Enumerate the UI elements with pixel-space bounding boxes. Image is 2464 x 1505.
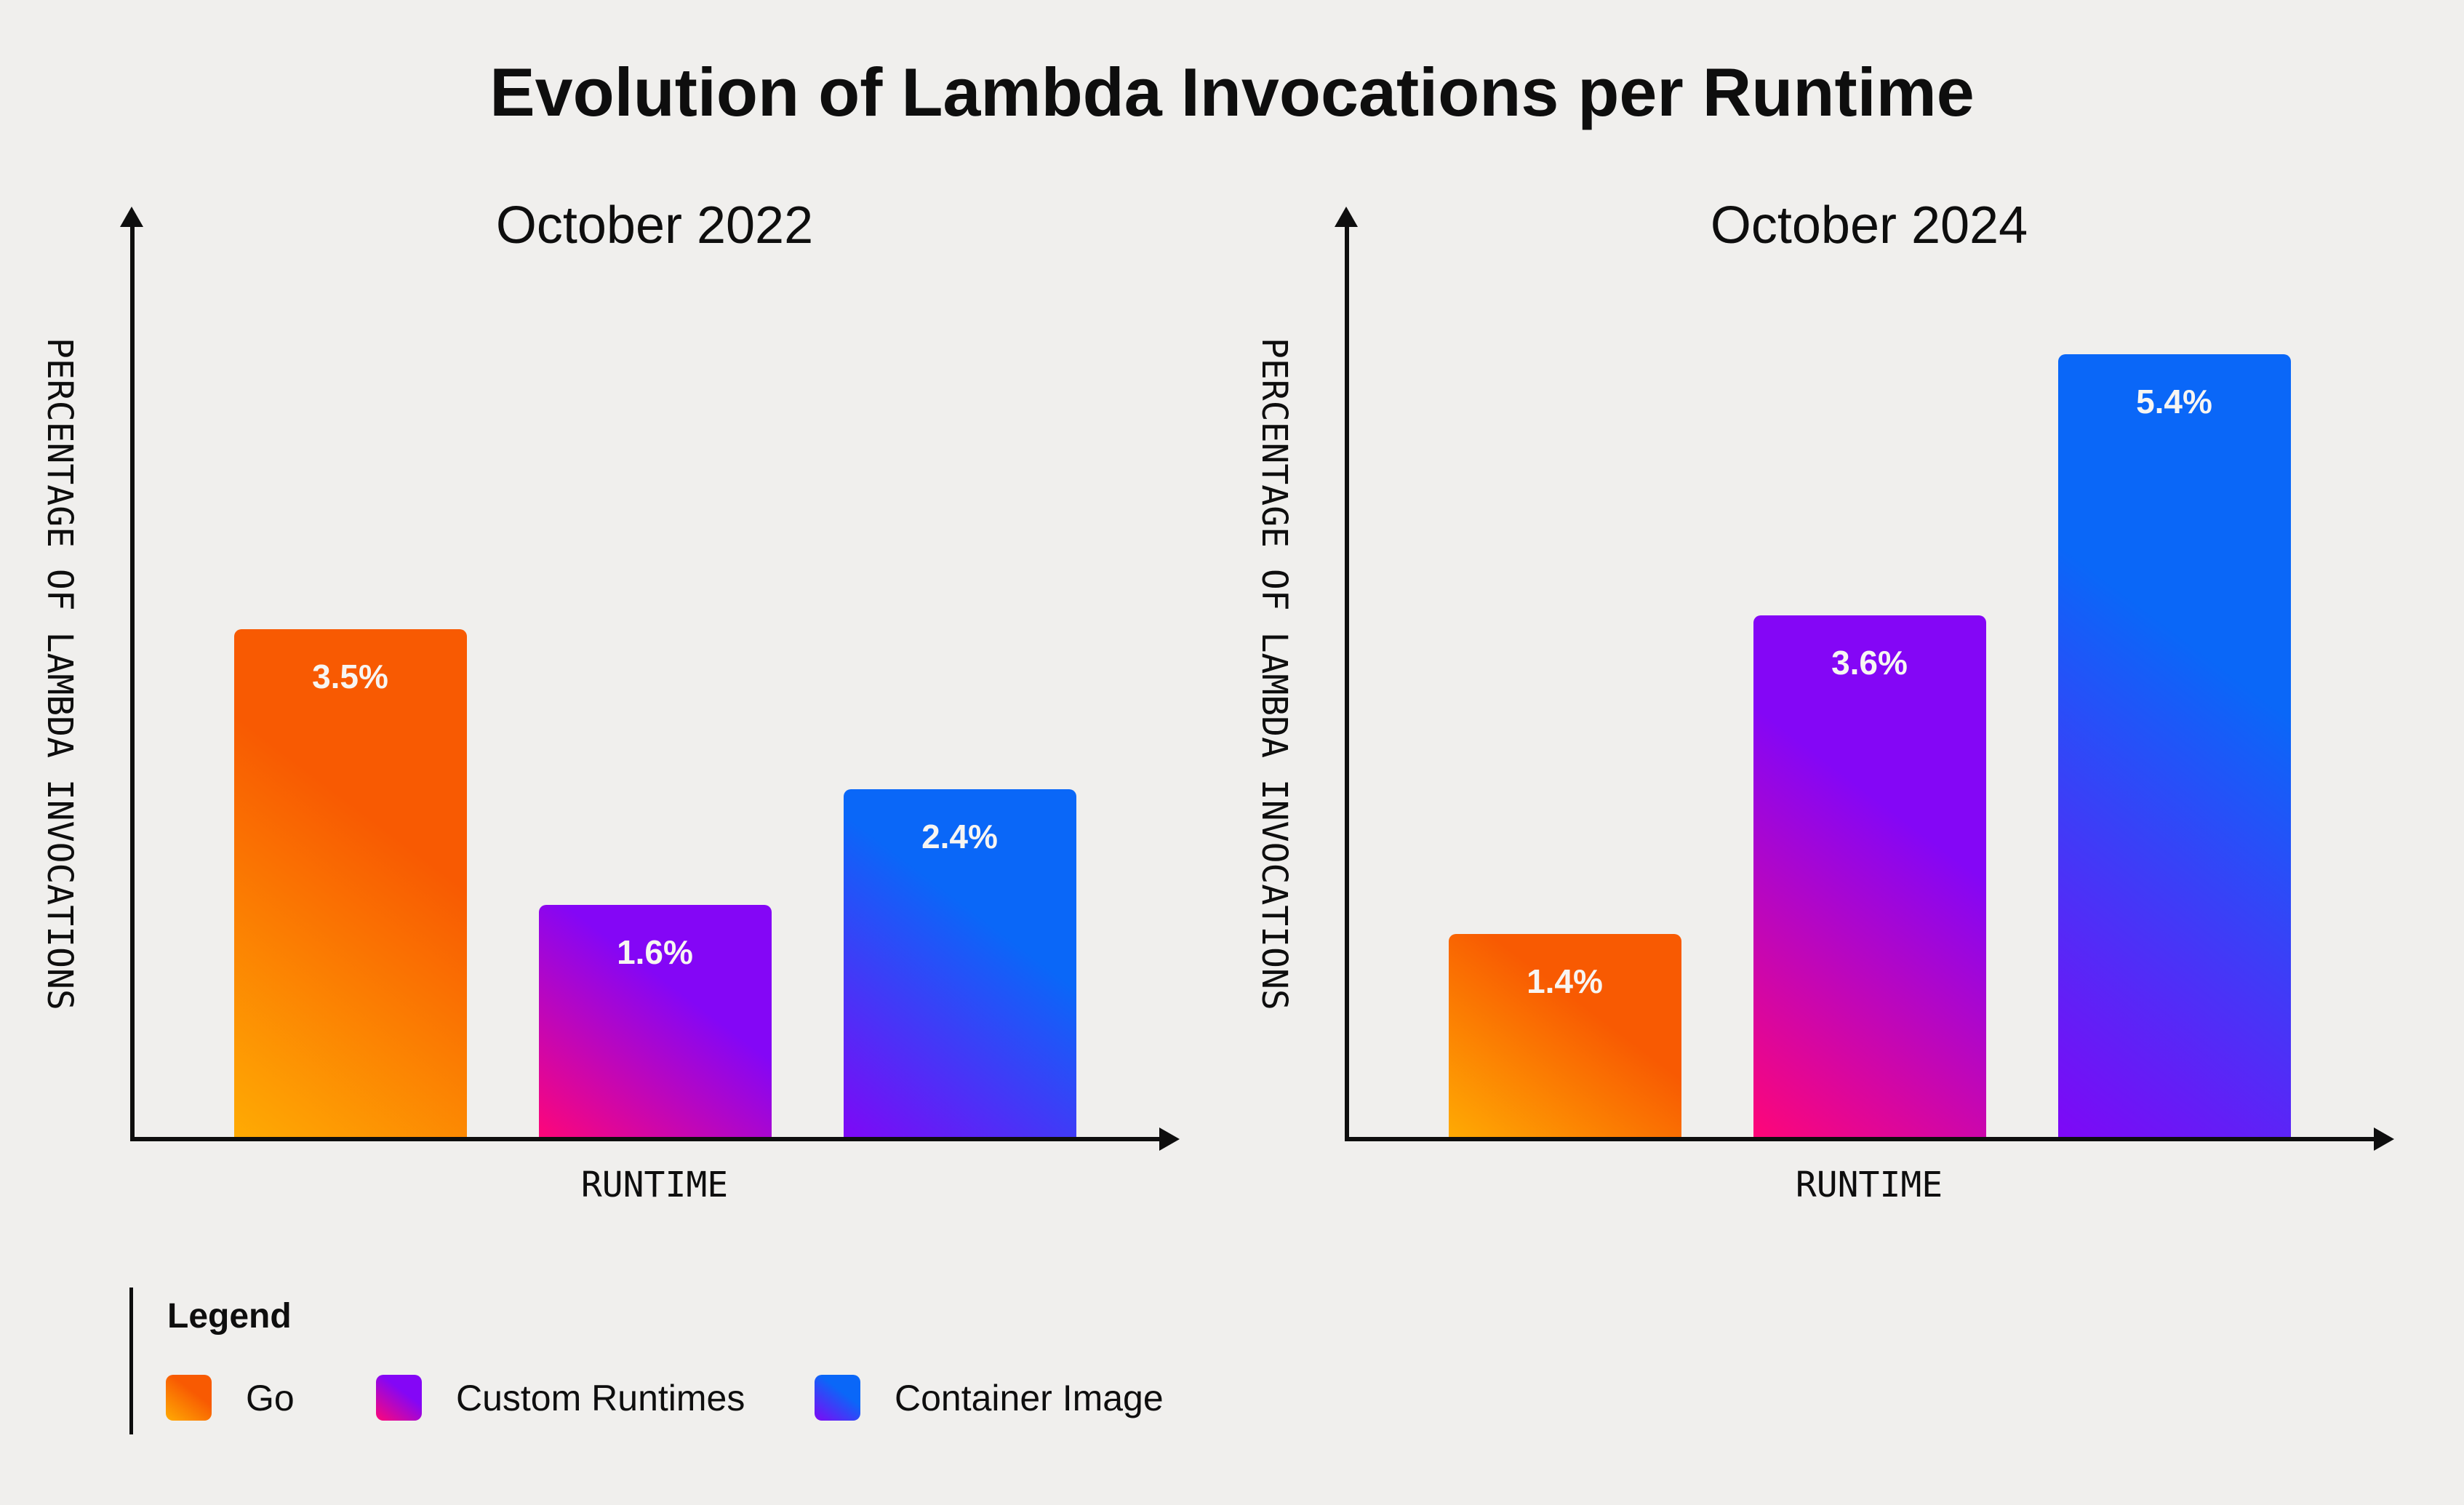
x-axis-label: RUNTIME (580, 1165, 729, 1205)
custom-runtimes-swatch-icon (376, 1375, 422, 1421)
x-axis-label: RUNTIME (1795, 1165, 1943, 1205)
bar-container_image: 2.4% (843, 789, 1076, 1140)
legend-item-container-image: Container Image (815, 1375, 1164, 1421)
go-swatch-icon (166, 1375, 212, 1421)
legend-item-go: Go (166, 1375, 295, 1421)
bar-custom_runtimes: 3.6% (1753, 615, 1986, 1140)
bar-value-label: 3.5% (312, 658, 388, 696)
chart-subtitle: October 2022 (495, 196, 814, 255)
bar-custom_runtimes: 1.6% (538, 905, 772, 1140)
y-axis-line (1344, 218, 1349, 1141)
y-axis-arrowhead-icon (1335, 207, 1358, 227)
x-axis-line (129, 1137, 1161, 1141)
y-axis-line (129, 218, 135, 1141)
bar-value-label: 3.6% (1831, 643, 1908, 682)
x-axis-arrowhead-icon (1159, 1127, 1180, 1151)
y-axis-arrowhead-icon (120, 207, 143, 227)
x-axis-arrowhead-icon (2374, 1127, 2394, 1151)
legend-item-label: Custom Runtimes (456, 1377, 745, 1418)
figure-title: Evolution of Lambda Invocations per Runt… (489, 54, 1975, 130)
bar-value-label: 1.4% (1527, 962, 1603, 1000)
legend-item-label: Go (246, 1377, 295, 1418)
container-image-swatch-icon (815, 1375, 860, 1421)
bar-container_image: 5.4% (2057, 354, 2291, 1140)
legend-item-label: Container Image (895, 1377, 1164, 1418)
legend-item-custom-runtimes: Custom Runtimes (376, 1375, 745, 1421)
bar-go: 3.5% (233, 629, 467, 1140)
legend-heading: Legend (167, 1297, 292, 1336)
bar-go: 1.4% (1448, 933, 1681, 1140)
y-axis-label: PERCENTAGE OF LAMBDA INVOCATIONS (1254, 337, 1295, 1010)
y-axis-label: PERCENTAGE OF LAMBDA INVOCATIONS (39, 337, 80, 1010)
x-axis-line (1344, 1137, 2375, 1141)
bar-value-label: 2.4% (921, 817, 998, 855)
bar-value-label: 5.4% (2136, 382, 2212, 420)
legend-rule (129, 1288, 133, 1434)
chart-subtitle: October 2024 (1710, 196, 2028, 255)
bar-value-label: 1.6% (617, 933, 693, 972)
